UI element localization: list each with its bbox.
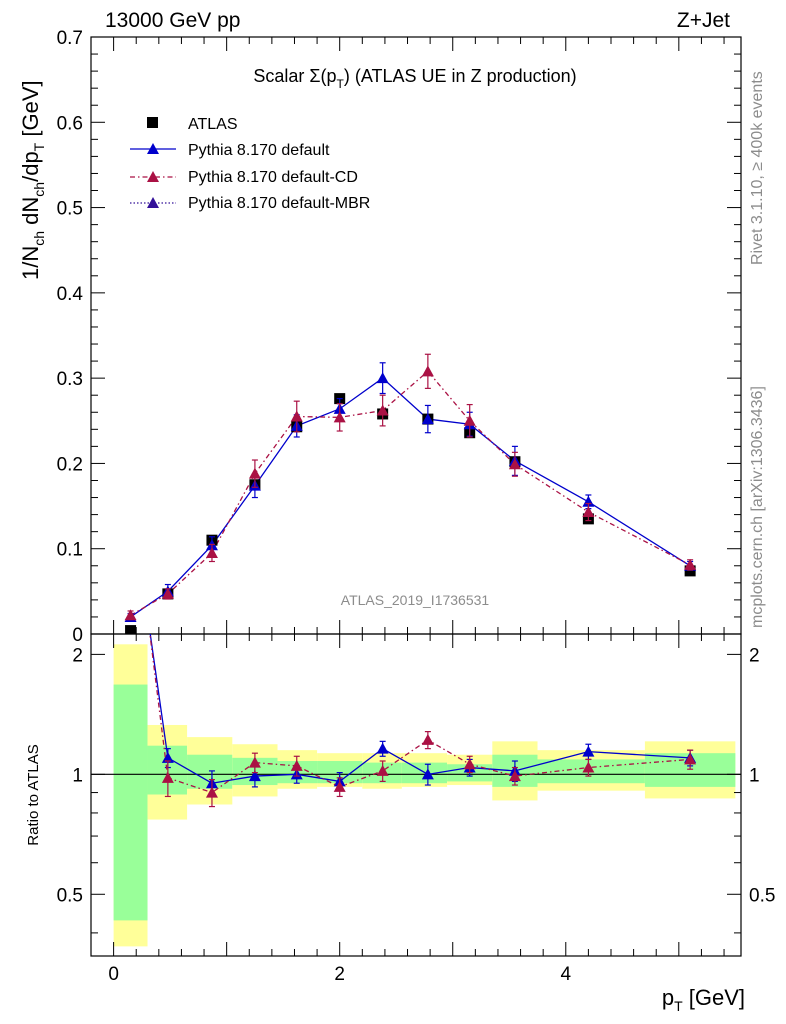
ratio-cd-point (421, 733, 434, 745)
ratio-line-default (149, 634, 691, 784)
legend-label-cd: Pythia 8.170 default-CD (188, 169, 358, 186)
main-series-layer (124, 353, 697, 634)
ratio-default-point (421, 768, 434, 780)
ylabel-part-2: dN (18, 197, 43, 231)
ratio-default-point (376, 742, 389, 754)
y-tick-label: 0.3 (57, 369, 83, 390)
cd-point (684, 558, 697, 570)
ratio-cd-point (161, 771, 174, 783)
default-point (376, 372, 389, 384)
ratio-cd-point (205, 786, 218, 798)
legend-label-atlas: ATLAS (188, 116, 238, 133)
ratio-y-axis-label: Ratio to ATLAS (25, 744, 42, 845)
line-pythia-default-cd (130, 370, 691, 616)
rivet-label: Rivet 3.1.10, ≥ 400k events (749, 71, 766, 265)
cd-point (508, 458, 521, 470)
title-tail: ) (ATLAS UE in Z production) (344, 66, 577, 86)
ylabel-part-5: T (31, 142, 47, 151)
ratio-line-cd (149, 634, 691, 794)
ratio-cd-point (248, 756, 261, 768)
ratio-cd-point (582, 761, 595, 773)
ratio-cd-point (376, 764, 389, 776)
atlas-point (125, 625, 137, 634)
y-tick-label: 0.2 (57, 454, 83, 475)
xlabel-sub: T (674, 998, 683, 1014)
cd-point (124, 609, 137, 621)
ylabel-part-4: /dp (18, 151, 43, 182)
x-tick-label: 0 (108, 964, 119, 985)
cd-point (463, 414, 476, 426)
cd-point (248, 467, 261, 479)
x-axis-label: pT [GeV] (662, 985, 745, 1014)
ylabel-part-6: [GeV] (18, 80, 43, 142)
y-axis-label: 1/Nch dNch/dpT [GeV] (18, 80, 47, 280)
y-tick-label: 0.1 (57, 540, 83, 561)
xlabel-unit: [GeV] (683, 985, 745, 1010)
cd-point (421, 365, 434, 377)
ratio-tick-label-right: 1 (749, 765, 760, 786)
ratio-tick-label-right: 0.5 (749, 885, 775, 906)
ratio-band-green (113, 684, 148, 921)
ratio-tick-label-left: 1 (72, 765, 83, 786)
line-pythia-default (130, 377, 691, 618)
cd-point (290, 410, 303, 422)
ratio-cd-point (684, 753, 697, 765)
ratio-tick-label-left: 0.5 (57, 885, 83, 906)
xlabel-main: p (662, 985, 674, 1010)
ratio-default-point (582, 745, 595, 757)
legend-label-mbr: Pythia 8.170 default-MBR (188, 195, 370, 212)
mcplots-label: mcplots.cern.ch [arXiv:1306.3436] (749, 386, 766, 628)
ratio-cd-point (508, 770, 521, 782)
cd-point (376, 404, 389, 416)
energy-label: 13000 GeV pp (105, 9, 240, 32)
legend-marker-default (147, 143, 159, 154)
y-tick-label: 0 (72, 625, 83, 646)
atlas-point (684, 565, 696, 577)
cd-point (582, 506, 595, 518)
legend: ATLAS Pythia 8.170 default Pythia 8.170 … (130, 116, 370, 212)
cd-point (205, 546, 218, 558)
legend-marker-atlas (147, 117, 158, 128)
legend-label-default: Pythia 8.170 default (188, 142, 330, 159)
x-tick-label: 4 (560, 964, 571, 985)
legend-marker-mbr (147, 197, 159, 208)
y-tick-label: 0.4 (57, 284, 84, 305)
title-main: Scalar Σ(p (253, 66, 336, 86)
ratio-default-point (248, 770, 261, 782)
default-point (421, 413, 434, 425)
ratio-tick-label-right: 2 (749, 645, 760, 666)
ratio-cd-point (463, 758, 476, 770)
process-label: Z+Jet (677, 9, 730, 32)
y-tick-label: 0.7 (57, 28, 83, 49)
title-sub: T (337, 77, 345, 91)
ratio-cd-point (290, 759, 303, 771)
ylabel-part-1: ch (31, 231, 47, 246)
cd-point (333, 411, 346, 423)
ylabel-part-3: ch (31, 182, 47, 197)
ratio-cd-point (333, 780, 346, 792)
y-tick-label: 0.5 (57, 199, 83, 220)
legend-marker-cd (147, 171, 159, 182)
ratio-tick-label-left: 2 (72, 645, 83, 666)
y-tick-label: 0.6 (57, 113, 83, 134)
x-tick-label: 2 (334, 964, 345, 985)
axis-ticks: 0 2 400.10.20.30.40.50.60.70.5 0.51 12 2 (57, 28, 776, 985)
analysis-watermark: ATLAS_2019_I1736531 (341, 592, 490, 608)
ratio-default-point (161, 751, 174, 763)
ratio-panel-frame (90, 633, 742, 957)
ylabel-part-0: 1/N (18, 246, 43, 280)
cd-point (161, 587, 174, 599)
ratio-uncertainty-bands (113, 644, 736, 947)
ratio-series-layer (149, 634, 697, 808)
chart-title: Scalar Σ(pT) (ATLAS UE in Z production) (253, 66, 576, 91)
